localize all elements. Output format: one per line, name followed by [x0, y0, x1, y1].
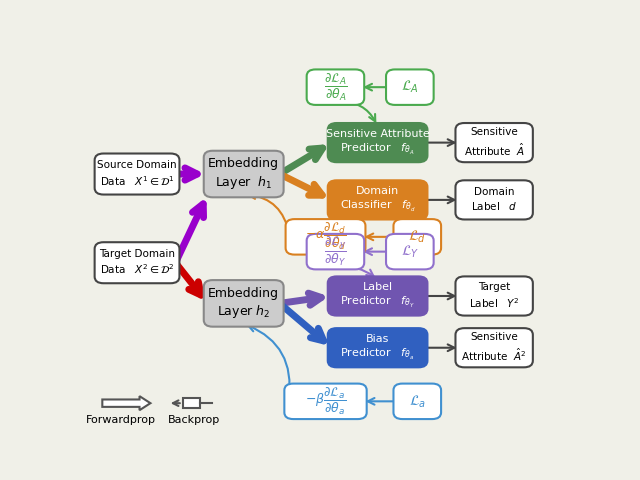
Text: Embedding
Layer $h_2$: Embedding Layer $h_2$	[208, 287, 279, 320]
Text: Target Domain
Data   $X^2 \in \mathcal{D}^2$: Target Domain Data $X^2 \in \mathcal{D}^…	[99, 249, 175, 276]
Text: Forwardprop: Forwardprop	[86, 415, 156, 425]
FancyBboxPatch shape	[307, 234, 364, 269]
FancyBboxPatch shape	[394, 219, 441, 254]
FancyArrow shape	[102, 396, 150, 410]
FancyBboxPatch shape	[386, 70, 434, 105]
FancyBboxPatch shape	[456, 180, 533, 219]
Text: Domain
Classifier   $f_{\theta_d}$: Domain Classifier $f_{\theta_d}$	[340, 186, 415, 214]
Text: $\mathcal{L}_d$: $\mathcal{L}_d$	[408, 228, 426, 245]
FancyBboxPatch shape	[328, 276, 428, 315]
Text: $-\alpha\dfrac{\partial \mathcal{L}_d}{\partial \theta_d}$: $-\alpha\dfrac{\partial \mathcal{L}_d}{\…	[305, 221, 346, 252]
Text: $\mathcal{L}_a$: $\mathcal{L}_a$	[409, 393, 426, 409]
FancyBboxPatch shape	[95, 242, 179, 283]
FancyBboxPatch shape	[328, 328, 428, 367]
Text: $\dfrac{\partial \mathcal{L}_y}{\partial \theta_Y}$: $\dfrac{\partial \mathcal{L}_y}{\partial…	[324, 235, 347, 268]
FancyBboxPatch shape	[394, 384, 441, 419]
FancyBboxPatch shape	[204, 151, 284, 197]
FancyBboxPatch shape	[456, 276, 533, 315]
FancyBboxPatch shape	[456, 328, 533, 367]
FancyBboxPatch shape	[284, 384, 367, 419]
Text: $\mathcal{L}_Y$: $\mathcal{L}_Y$	[401, 243, 419, 260]
FancyBboxPatch shape	[386, 234, 434, 269]
FancyBboxPatch shape	[95, 154, 179, 194]
Text: Sensitive Attribute
Predictor   $f_{\theta_A}$: Sensitive Attribute Predictor $f_{\theta…	[326, 129, 429, 156]
Text: $\dfrac{\partial \mathcal{L}_A}{\partial \theta_A}$: $\dfrac{\partial \mathcal{L}_A}{\partial…	[324, 72, 348, 103]
FancyBboxPatch shape	[182, 398, 200, 408]
FancyBboxPatch shape	[285, 219, 365, 254]
Text: Sensitive
Attribute  $\hat{A}^2$: Sensitive Attribute $\hat{A}^2$	[461, 333, 527, 363]
Text: Source Domain
Data   $X^1 \in \mathcal{D}^1$: Source Domain Data $X^1 \in \mathcal{D}^…	[97, 160, 177, 188]
Text: Target
Label   $Y^2$: Target Label $Y^2$	[468, 282, 520, 310]
Text: Domain
Label   $d$: Domain Label $d$	[471, 187, 517, 212]
Text: $-\beta\dfrac{\partial \mathcal{L}_a}{\partial \theta_a}$: $-\beta\dfrac{\partial \mathcal{L}_a}{\p…	[305, 386, 346, 417]
FancyBboxPatch shape	[328, 123, 428, 162]
FancyBboxPatch shape	[456, 123, 533, 162]
Text: Backprop: Backprop	[168, 415, 220, 425]
FancyBboxPatch shape	[204, 280, 284, 327]
FancyBboxPatch shape	[307, 70, 364, 105]
Text: Sensitive
Attribute  $\hat{A}$: Sensitive Attribute $\hat{A}$	[463, 127, 525, 158]
Text: Embedding
Layer  $h_1$: Embedding Layer $h_1$	[208, 157, 279, 191]
Text: $\mathcal{L}_A$: $\mathcal{L}_A$	[401, 79, 419, 96]
Text: Label
Predictor   $f_{\theta_Y}$: Label Predictor $f_{\theta_Y}$	[340, 282, 415, 310]
Text: Bias
Predictor   $f_{\theta_a}$: Bias Predictor $f_{\theta_a}$	[340, 334, 415, 362]
FancyBboxPatch shape	[328, 180, 428, 219]
